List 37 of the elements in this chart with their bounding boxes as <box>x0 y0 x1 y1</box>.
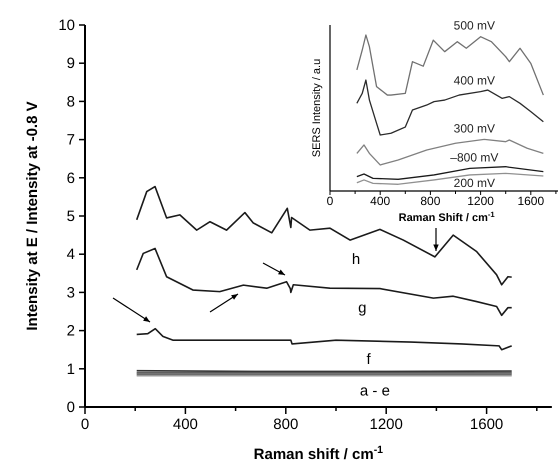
x-axis-title: Raman shift / cm$^{-1}$ <box>254 444 384 463</box>
series-label: 400 mV <box>454 74 496 88</box>
series-label: 200 mV <box>454 176 496 190</box>
x-tick-label: 0 <box>326 194 334 208</box>
y-tick-label: 4 <box>66 246 75 264</box>
annotation: f <box>366 351 372 368</box>
x-tick-label: 1200 <box>370 416 403 433</box>
y-tick-label: 1 <box>66 360 75 378</box>
line-series <box>136 328 512 350</box>
x-axis-title: Raman Shift / cm$^{-1}$ <box>398 210 496 224</box>
line-series <box>136 248 512 316</box>
x-tick-label: 0 <box>80 416 90 433</box>
x-tick-label: 1200 <box>467 194 494 208</box>
y-tick-label: 7 <box>66 132 75 149</box>
x-tick-label: 400 <box>172 416 198 433</box>
y-tick-label: 2 <box>66 322 75 340</box>
line-series <box>136 186 512 286</box>
series-label: 500 mV <box>454 18 496 33</box>
x-tick-label: 400 <box>370 194 391 208</box>
x-tick-label: 800 <box>273 416 298 433</box>
y-tick-label: 6 <box>66 170 75 187</box>
y-axis-title: Intensity at E / Intensity at -0.8 V <box>24 101 41 331</box>
series-label: –800 mV <box>450 150 498 164</box>
x-tick-label: 1600 <box>470 416 504 433</box>
annotation: a - e <box>360 382 390 400</box>
y-tick-label: 9 <box>66 55 75 72</box>
x-tick-label: 1600 <box>517 194 544 208</box>
y-tick-label: 10 <box>58 17 75 34</box>
y-axis-title: SERS Intensity / a.u <box>311 58 323 158</box>
series-label: 300 mV <box>454 121 496 136</box>
annotation: g <box>358 300 367 317</box>
y-tick-label: 8 <box>66 93 75 110</box>
y-tick-label: 3 <box>66 284 75 302</box>
y-tick-label: 0 <box>66 399 75 416</box>
annotation: h <box>352 251 360 268</box>
y-tick-label: 5 <box>66 208 75 225</box>
x-tick-label: 800 <box>420 194 441 208</box>
